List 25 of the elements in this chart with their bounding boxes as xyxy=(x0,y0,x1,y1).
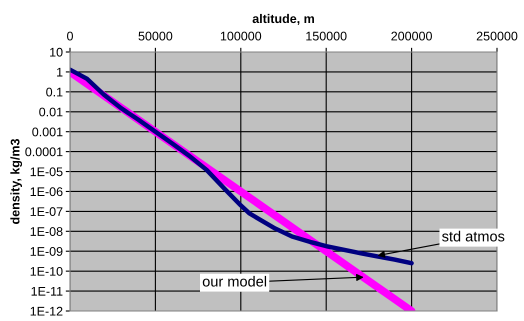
y-tick-label: 1E-05 xyxy=(30,167,63,176)
y-tick-label: 1E-06 xyxy=(30,187,63,196)
annotation: std atmos xyxy=(442,230,504,242)
y-tick-label: 1E-10 xyxy=(30,266,63,276)
y-tick-label: 1E-07 xyxy=(30,207,62,216)
x-tick-label: 200000 xyxy=(391,32,432,40)
y-tick-label: 0.001 xyxy=(32,127,62,136)
y-tick-label: 1E-12 xyxy=(30,306,62,316)
x-tick-label: 50000 xyxy=(138,32,172,40)
x-tick-label: 250000 xyxy=(476,32,518,40)
x-axis-title: altitude, m xyxy=(252,14,314,25)
y-tick-label: 1E-09 xyxy=(30,247,62,256)
y-tick-label: 0.01 xyxy=(39,108,62,116)
annotation: our model xyxy=(202,276,266,287)
y-tick-label: 1E-08 xyxy=(30,227,63,236)
x-tick-label: 100000 xyxy=(220,32,262,40)
x-tick-label: 0 xyxy=(67,32,73,40)
x-tick-label: 150000 xyxy=(306,32,347,40)
y-tick-label: 0.1 xyxy=(46,88,62,96)
y-tick-label: 1E-11 xyxy=(32,287,62,296)
y-tick-label: 1 xyxy=(57,68,62,76)
y-axis-title: density, kg/m3 xyxy=(10,138,22,224)
y-tick-label: 10 xyxy=(50,48,63,57)
y-tick-label: 0.0001 xyxy=(25,147,62,156)
line-series xyxy=(70,67,414,266)
